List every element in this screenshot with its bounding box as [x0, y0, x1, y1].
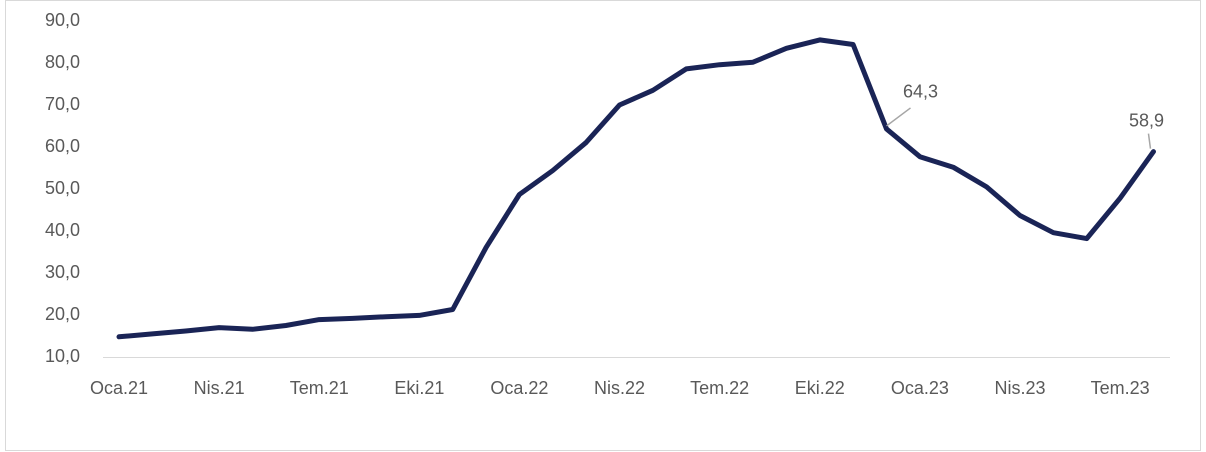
label-leader	[886, 107, 911, 127]
line-series	[116, 37, 1156, 340]
y-tick-label: 70,0	[45, 94, 80, 114]
data-label: 64,3	[903, 82, 938, 102]
x-tick-label: Nis.22	[594, 378, 645, 398]
x-tick-label: Oca.21	[90, 378, 148, 398]
label-leader	[1147, 133, 1152, 149]
x-tick-label: Oca.22	[490, 378, 548, 398]
y-tick-label: 20,0	[45, 304, 80, 324]
x-tick-label: Tem.22	[690, 378, 749, 398]
data-label: 58,9	[1129, 110, 1164, 130]
y-tick-label: 10,0	[45, 346, 80, 366]
x-tick-label: Nis.21	[194, 378, 245, 398]
y-tick-label: 40,0	[45, 220, 80, 240]
y-tick-label: 50,0	[45, 178, 80, 198]
x-tick-label: Eki.22	[795, 378, 845, 398]
y-tick-label: 60,0	[45, 136, 80, 156]
x-tick-label: Oca.23	[891, 378, 949, 398]
x-tick-label: Tem.23	[1091, 378, 1150, 398]
x-tick-label: Tem.21	[290, 378, 349, 398]
x-tick-label: Eki.21	[394, 378, 444, 398]
x-tick-label: Nis.23	[994, 378, 1045, 398]
y-tick-label: 80,0	[45, 52, 80, 72]
y-tick-label: 30,0	[45, 262, 80, 282]
y-tick-label: 90,0	[45, 10, 80, 30]
chart-border	[5, 0, 1201, 451]
